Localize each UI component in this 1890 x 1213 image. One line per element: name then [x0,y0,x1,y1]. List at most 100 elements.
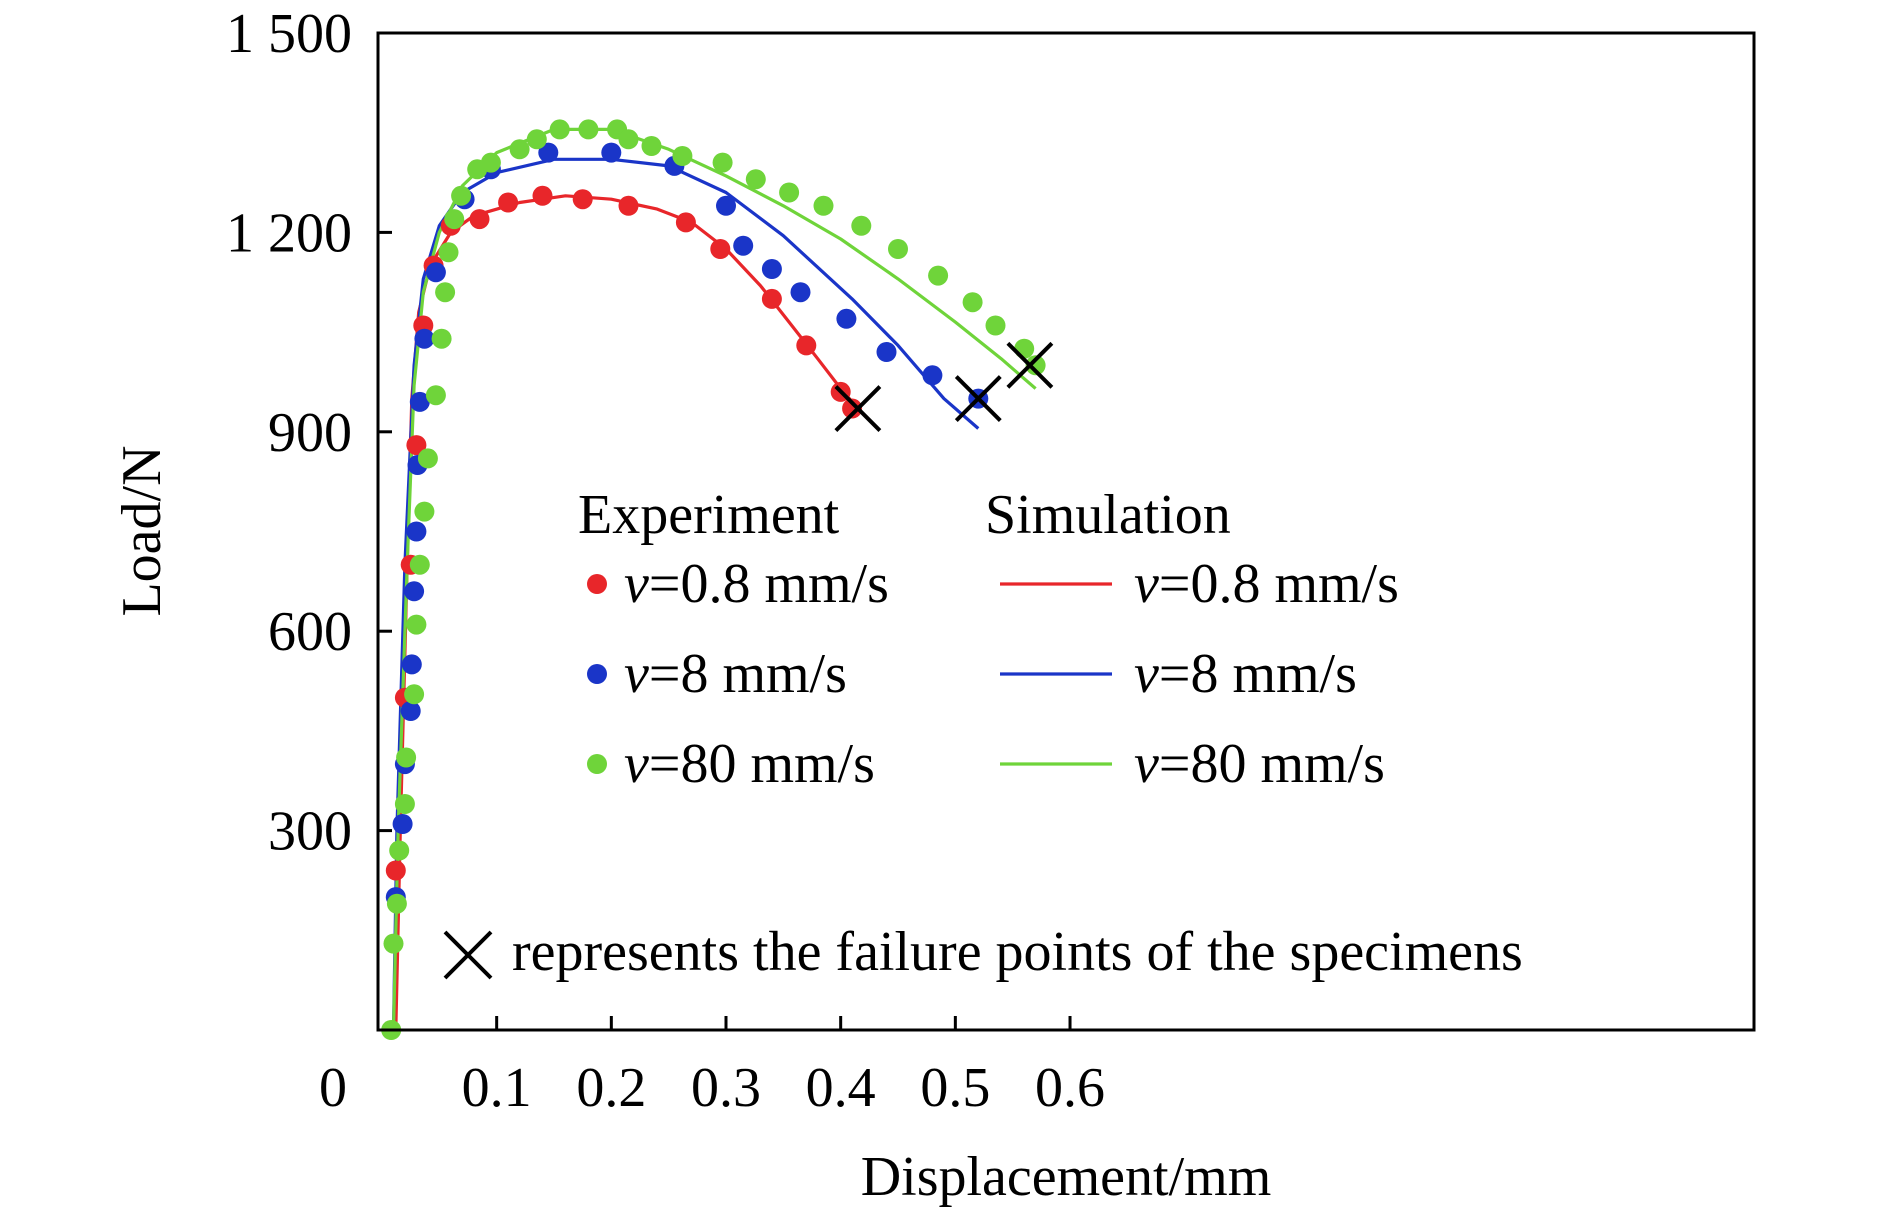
legend-marker-experiment [587,754,607,774]
x-tick-label: 0.3 [691,1057,761,1119]
legend: Experiment Simulation v=0.8 mm/s v=0.8 mm… [578,484,1399,795]
legend-label-simulation: v=0.8 mm/s [1134,553,1399,615]
y-tick-label: 300 [268,801,352,863]
experiment-point-2 [389,840,410,861]
experiment-point-1 [790,282,811,303]
experiment-point-2 [425,385,446,406]
experiment-point-2 [1014,338,1035,359]
legend-label-simulation: v=8 mm/s [1134,643,1357,705]
experiment-point-0 [761,288,782,309]
experiment-point-2 [451,185,472,206]
experiment-point-0 [532,185,553,206]
experiment-point-2 [509,139,530,160]
experiment-point-2 [549,119,570,140]
experiment-point-2 [578,119,599,140]
experiment-point-2 [888,239,908,259]
x-axis-label: Displacement/mm [861,1146,1272,1208]
experiment-point-1 [400,701,421,721]
experiment-point-1 [716,195,736,216]
experiment-point-1 [761,259,782,279]
legend-label-simulation: v=80 mm/s [1134,733,1385,795]
failure-annotation: represents the failure points of the spe… [443,921,1523,983]
experiment-point-2 [406,614,427,635]
experiment-point-1 [538,142,559,163]
experiment-point-2 [386,893,407,914]
experiment-point-0 [469,209,490,230]
failure-marker [1006,341,1054,389]
experiment-point-0 [572,189,593,210]
legend-header-simulation: Simulation [985,484,1231,546]
experiment-point-2 [962,292,983,313]
experiment-point-0 [710,239,731,259]
experiment-point-2 [745,169,766,190]
experiment-point-1 [836,308,857,329]
experiment-point-2 [928,265,949,286]
experiment-point-0 [498,192,519,213]
x-tick-label: 0 [319,1057,347,1119]
x-tick-label: 0.6 [1035,1057,1105,1119]
experiment-point-2 [712,152,733,173]
legend-marker-experiment [587,664,607,684]
legend-label-experiment: v=80 mm/s [624,733,875,795]
experiment-point-2 [431,328,452,349]
legend-label-experiment: v=8 mm/s [624,643,847,705]
experiment-point-2 [526,129,547,150]
experiment-point-1 [409,391,430,412]
experiment-point-1 [392,814,413,834]
experiment-point-2 [779,182,800,203]
experiment-point-2 [618,129,639,150]
plot-frame [376,31,1756,1032]
experiment-point-1 [922,365,943,386]
experiment-point-2 [1025,355,1046,376]
y-tick-label: 1 500 [226,3,352,65]
experiment-point-2 [414,501,435,522]
experiment-point-2 [394,794,415,814]
experiment-point-0 [618,195,639,216]
experiment-point-0 [406,435,427,456]
experiment-point-1 [406,521,427,542]
experiment-point-2 [417,448,438,469]
failure-annotation-text: represents the failure points of the spe… [512,921,1523,983]
failure-marker [834,385,882,432]
experiment-point-2 [985,315,1006,336]
experiment-point-0 [796,335,817,356]
experiment-point-2 [851,215,872,236]
experiment-point-2 [435,282,456,303]
experiment-point-2 [480,152,501,173]
legend-rows: v=0.8 mm/s v=0.8 mm/s v=8 mm/s v=8 mm/s v=80… [587,553,1399,795]
x-tick-label: 0.1 [462,1057,532,1119]
x-tick-label: 0.4 [806,1057,876,1119]
axes-layer: 0 0.1 0.2 0.3 0.4 0.5 0.6 300 600 900 1 200 1 500 [226,3,1105,1119]
experiment-point-1 [404,581,425,602]
experiment-point-1 [601,142,622,163]
x-tick-label: 0.2 [576,1057,646,1119]
experiment-point-1 [733,235,754,256]
y-tick-label: 1 200 [226,202,352,264]
experiment-point-2 [404,684,425,705]
experiment-point-2 [383,933,404,954]
experiment-point-2 [672,146,693,166]
experiment-point-2 [409,554,430,575]
failure-marker [954,375,1002,422]
experiment-point-2 [396,747,417,768]
legend-header-experiment: Experiment [578,484,840,546]
x-tick-label: 0.5 [920,1057,990,1119]
experiment-point-2 [444,209,465,230]
y-tick-label: 900 [268,402,352,464]
experiment-point-1 [414,328,435,349]
experiment-point-2 [641,136,662,156]
experiment-point-1 [876,342,897,362]
failure-marker-icon [443,930,493,980]
experiment-point-0 [385,860,406,881]
y-tick-label: 600 [268,601,352,663]
experiment-point-1 [425,262,446,283]
experiment-point-2 [438,242,459,263]
experiment-point-0 [675,212,696,233]
plot-layer [381,119,1054,1040]
experiment-point-2 [813,195,834,216]
experiment-point-1 [401,654,422,675]
experiment-point-0 [842,398,863,419]
y-axis-label: Load/N [111,445,173,616]
legend-label-experiment: v=0.8 mm/s [624,553,889,615]
